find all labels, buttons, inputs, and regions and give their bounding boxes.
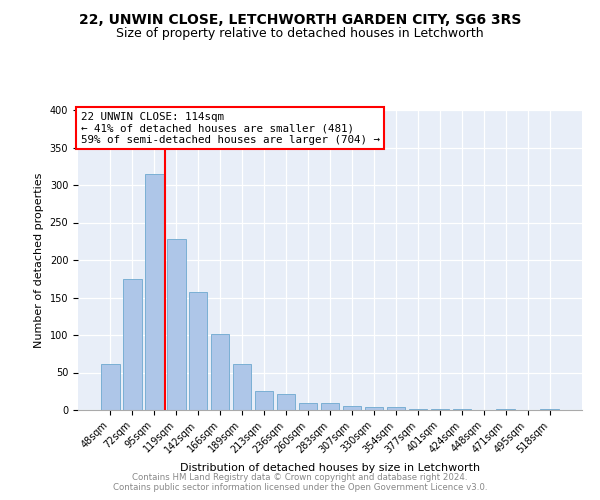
Bar [211, 334, 229, 410]
Text: 22, UNWIN CLOSE, LETCHWORTH GARDEN CITY, SG6 3RS: 22, UNWIN CLOSE, LETCHWORTH GARDEN CITY,… [79, 12, 521, 26]
Bar [431, 408, 449, 410]
Bar [452, 409, 471, 410]
Text: Contains HM Land Registry data © Crown copyright and database right 2024.: Contains HM Land Registry data © Crown c… [132, 472, 468, 482]
Bar [343, 406, 361, 410]
Bar [541, 408, 559, 410]
Bar [123, 279, 142, 410]
Bar [365, 407, 383, 410]
Bar [386, 407, 405, 410]
Text: Size of property relative to detached houses in Letchworth: Size of property relative to detached ho… [116, 28, 484, 40]
Bar [145, 174, 164, 410]
Bar [233, 364, 251, 410]
Bar [277, 394, 295, 410]
Text: Contains public sector information licensed under the Open Government Licence v3: Contains public sector information licen… [113, 484, 487, 492]
Bar [409, 409, 427, 410]
Y-axis label: Number of detached properties: Number of detached properties [34, 172, 44, 348]
Bar [320, 402, 340, 410]
Bar [189, 292, 208, 410]
X-axis label: Distribution of detached houses by size in Letchworth: Distribution of detached houses by size … [180, 463, 480, 473]
Text: 22 UNWIN CLOSE: 114sqm
← 41% of detached houses are smaller (481)
59% of semi-de: 22 UNWIN CLOSE: 114sqm ← 41% of detached… [80, 112, 380, 144]
Bar [255, 390, 274, 410]
Bar [299, 403, 317, 410]
Bar [167, 239, 185, 410]
Bar [101, 364, 119, 410]
Bar [496, 409, 515, 410]
